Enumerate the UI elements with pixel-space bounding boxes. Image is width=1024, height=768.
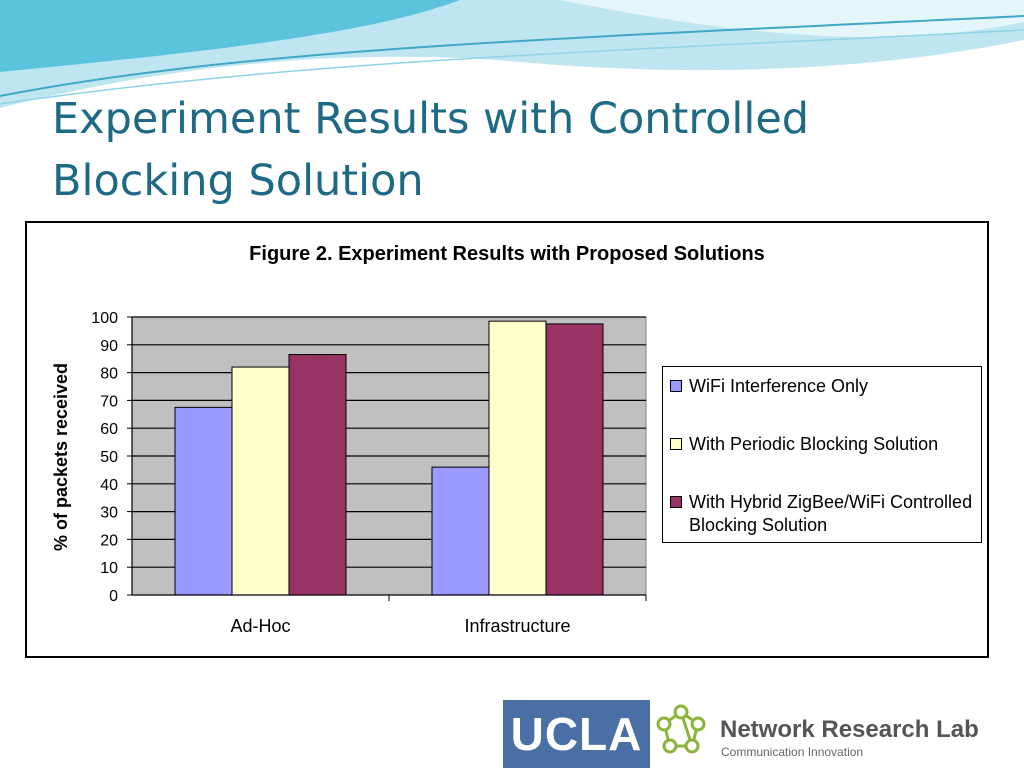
header-wave-decoration [0, 0, 1024, 108]
bars [174, 320, 604, 596]
bar [174, 406, 233, 596]
slide-title: Experiment Results with Controlled Block… [52, 94, 810, 206]
nrl-logo-title: Network Research Lab [720, 716, 979, 743]
nrl-logo-subtitle: Communication Innovation [721, 745, 864, 759]
legend-label: WiFi Interference Only [689, 376, 869, 396]
bar [288, 354, 347, 596]
legend-label: With Periodic Blocking Solution [689, 434, 939, 454]
y-tick-label: 10 [100, 560, 118, 577]
legend-swatch [670, 438, 682, 450]
bar [431, 466, 490, 596]
y-tick-label: 80 [100, 366, 118, 383]
chart-legend: WiFi Interference Only With Periodic Bloc… [662, 366, 982, 543]
chart-title: Figure 2. Experiment Results with Propos… [249, 243, 765, 265]
legend-swatch [670, 380, 682, 392]
y-tick-label: 70 [100, 393, 118, 410]
legend-label: With Hybrid ZigBee/WiFi Controlled Block… [689, 492, 973, 535]
x-category-label: Infrastructure [464, 616, 570, 636]
y-tick-label: 40 [100, 477, 118, 494]
legend-item: With Periodic Blocking Solution [670, 433, 979, 456]
legend-swatch [670, 496, 682, 508]
ucla-logo: UCLA [503, 700, 650, 768]
network-nodes-icon [656, 704, 706, 754]
bar [231, 366, 290, 596]
axes: 0 10 20 30 40 50 60 70 80 90 100 Ad-Hoc Infrastructu… [91, 310, 647, 636]
y-tick-label: 50 [100, 449, 118, 466]
y-axis-label: % of packets received [51, 363, 71, 551]
legend-item: WiFi Interference Only [670, 375, 979, 398]
y-tick-label: 20 [100, 532, 118, 549]
y-tick-label: 30 [100, 505, 118, 522]
bar [545, 323, 604, 596]
y-tick-label: 60 [100, 421, 118, 438]
y-tick-label: 100 [91, 310, 118, 327]
bar [488, 320, 547, 596]
y-tick-label: 90 [100, 338, 118, 355]
legend-item: With Hybrid ZigBee/WiFi Controlled Block… [670, 491, 979, 537]
x-category-label: Ad-Hoc [230, 616, 290, 636]
y-tick-label: 0 [109, 588, 118, 605]
